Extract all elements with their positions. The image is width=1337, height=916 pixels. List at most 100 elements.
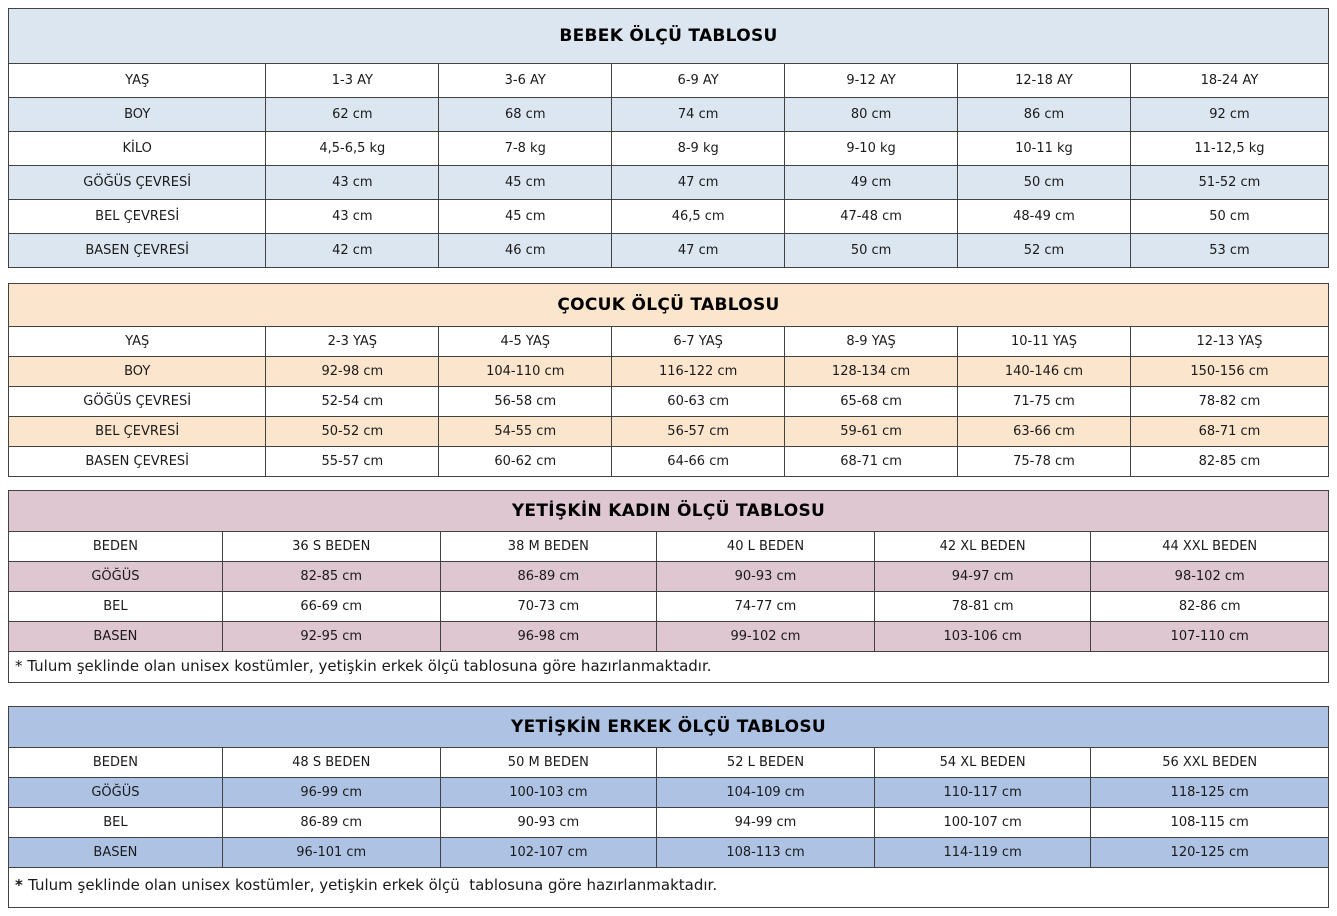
row-label: BASEN ÇEVRESİ — [7, 446, 267, 477]
table-cell: 4-5 YAŞ — [438, 326, 613, 357]
table-cell: 4,5-6,5 kg — [265, 131, 440, 166]
table-cell: 43 cm — [265, 165, 440, 200]
table-cell: 10-11 YAŞ — [957, 326, 1131, 357]
footnote: * Tulum şeklinde olan unisex kostümler, … — [8, 867, 1329, 908]
table-cell: 50 cm — [957, 165, 1131, 200]
table-cell: 82-85 cm — [221, 561, 441, 592]
table-cell: 11-12,5 kg — [1129, 131, 1330, 166]
table-cell: 60-62 cm — [438, 446, 613, 477]
table-cell: 90-93 cm — [656, 561, 875, 592]
adult-men-size-table: YETİŞKİN ERKEK ÖLÇÜ TABLOSU BEDEN 48 S BED… — [8, 706, 1329, 908]
table-row: KİLO 4,5-6,5 kg 7-8 kg 8-9 kg 9-10 kg 10-11 k… — [7, 131, 1330, 166]
table-cell: 45 cm — [438, 165, 613, 200]
table-cell: 60-63 cm — [611, 386, 786, 417]
footnote-marker: * — [15, 876, 29, 894]
row-label: BEL — [8, 591, 223, 622]
row-label: BEL ÇEVRESİ — [7, 199, 267, 234]
table-row: GÖĞÜS ÇEVRESİ 43 cm 45 cm 47 cm 49 cm 50 cm 51… — [7, 165, 1330, 200]
row-label: BEDEN — [8, 747, 223, 778]
table-row: BEL ÇEVRESİ 50-52 cm 54-55 cm 56-57 cm 59-61… — [7, 416, 1330, 447]
table-cell: 38 M BEDEN — [439, 531, 658, 562]
table-cell: 56-57 cm — [611, 416, 786, 447]
table-cell: 140-146 cm — [957, 356, 1131, 387]
table-cell: 43 cm — [265, 199, 440, 234]
table-cell: 54 XL BEDEN — [873, 747, 1092, 778]
table-cell: 90-93 cm — [439, 807, 658, 838]
table-cell: 92 cm — [1129, 97, 1330, 132]
table-cell: 54-55 cm — [438, 416, 613, 447]
table-row: BEL 66-69 cm 70-73 cm 74-77 cm 78-81 cm 82-86… — [8, 591, 1329, 622]
table-cell: 50 M BEDEN — [439, 747, 658, 778]
row-label: GÖĞÜS — [8, 561, 223, 592]
table-row: BOY 62 cm 68 cm 74 cm 80 cm 86 cm 92 cm — [7, 97, 1330, 132]
table-cell: 104-110 cm — [438, 356, 613, 387]
table-cell: 100-103 cm — [439, 777, 658, 808]
table-title: YETİŞKİN KADIN ÖLÇÜ TABLOSU — [8, 490, 1329, 532]
table-cell: 120-125 cm — [1090, 837, 1329, 868]
table-cell: 94-99 cm — [656, 807, 875, 838]
table-cell: 52 L BEDEN — [656, 747, 875, 778]
table-row: YAŞ 1-3 AY 3-6 AY 6-9 AY 9-12 AY 12-18 AY 18-2… — [7, 63, 1330, 98]
table-cell: 66-69 cm — [221, 591, 441, 622]
table-cell: 116-122 cm — [611, 356, 786, 387]
table-title: ÇOCUK ÖLÇÜ TABLOSU — [8, 283, 1329, 327]
child-size-table: ÇOCUK ÖLÇÜ TABLOSU YAŞ 2-3 YAŞ 4-5 YAŞ 6-7 Y… — [7, 283, 1330, 477]
table-cell: 49 cm — [784, 165, 959, 200]
table-row: BEL ÇEVRESİ 43 cm 45 cm 46,5 cm 47-48 cm 48-4… — [7, 199, 1330, 234]
table-cell: 104-109 cm — [656, 777, 875, 808]
table-cell: 108-115 cm — [1090, 807, 1329, 838]
table-cell: 80 cm — [784, 97, 959, 132]
table-cell: 2-3 YAŞ — [265, 326, 440, 357]
row-label: BASEN ÇEVRESİ — [7, 233, 267, 268]
table-cell: 74 cm — [611, 97, 786, 132]
table-cell: 64-66 cm — [611, 446, 786, 477]
table-row: BEDEN 36 S BEDEN 38 M BEDEN 40 L BEDEN 42 XL… — [8, 531, 1329, 562]
footnote-row: * Tulum şeklinde olan unisex kostümler, … — [8, 867, 1329, 908]
table-cell: 48 S BEDEN — [221, 747, 441, 778]
table-cell: 47-48 cm — [784, 199, 959, 234]
table-cell: 82-85 cm — [1129, 446, 1330, 477]
table-cell: 7-8 kg — [438, 131, 613, 166]
table-cell: 102-107 cm — [439, 837, 658, 868]
table-cell: 59-61 cm — [784, 416, 959, 447]
table-cell: 96-101 cm — [221, 837, 441, 868]
table-cell: 45 cm — [438, 199, 613, 234]
row-label: BOY — [7, 97, 267, 132]
table-cell: 86-89 cm — [221, 807, 441, 838]
table-cell: 62 cm — [265, 97, 440, 132]
table-cell: 68 cm — [438, 97, 613, 132]
table-cell: 118-125 cm — [1090, 777, 1329, 808]
table-cell: 10-11 kg — [957, 131, 1131, 166]
table-cell: 50-52 cm — [265, 416, 440, 447]
row-label: GÖĞÜS — [8, 777, 223, 808]
table-title: BEBEK ÖLÇÜ TABLOSU — [8, 8, 1329, 64]
table-cell: 12-13 YAŞ — [1129, 326, 1330, 357]
table-title-row: BEBEK ÖLÇÜ TABLOSU — [8, 8, 1329, 64]
table-cell: 42 XL BEDEN — [873, 531, 1092, 562]
table-cell: 36 S BEDEN — [221, 531, 441, 562]
table-cell: 86 cm — [957, 97, 1131, 132]
table-cell: 74-77 cm — [656, 591, 875, 622]
table-cell: 8-9 kg — [611, 131, 786, 166]
table-cell: 86-89 cm — [439, 561, 658, 592]
table-cell: 40 L BEDEN — [656, 531, 875, 562]
table-cell: 96-99 cm — [221, 777, 441, 808]
table-cell: 94-97 cm — [873, 561, 1092, 592]
table-cell: 52-54 cm — [265, 386, 440, 417]
table-cell: 8-9 YAŞ — [784, 326, 959, 357]
table-cell: 12-18 AY — [957, 63, 1131, 98]
table-cell: 78-82 cm — [1129, 386, 1330, 417]
table-cell: 100-107 cm — [873, 807, 1092, 838]
table-cell: 46,5 cm — [611, 199, 786, 234]
row-label: BEL — [8, 807, 223, 838]
table-row: GÖĞÜS 82-85 cm 86-89 cm 90-93 cm 94-97 cm 98-… — [8, 561, 1329, 592]
table-cell: 53 cm — [1129, 233, 1330, 268]
row-label: BOY — [7, 356, 267, 387]
table-title-row: YETİŞKİN KADIN ÖLÇÜ TABLOSU — [8, 490, 1329, 532]
table-cell: 9-10 kg — [784, 131, 959, 166]
row-label: YAŞ — [7, 326, 267, 357]
table-title-row: ÇOCUK ÖLÇÜ TABLOSU — [8, 283, 1329, 327]
footnote-text: Tulum şeklinde olan unisex kostümler, ye… — [28, 876, 718, 894]
table-cell: 56 XXL BEDEN — [1090, 747, 1329, 778]
table-row: BEDEN 48 S BEDEN 50 M BEDEN 52 L BEDEN 54 XL… — [8, 747, 1329, 778]
